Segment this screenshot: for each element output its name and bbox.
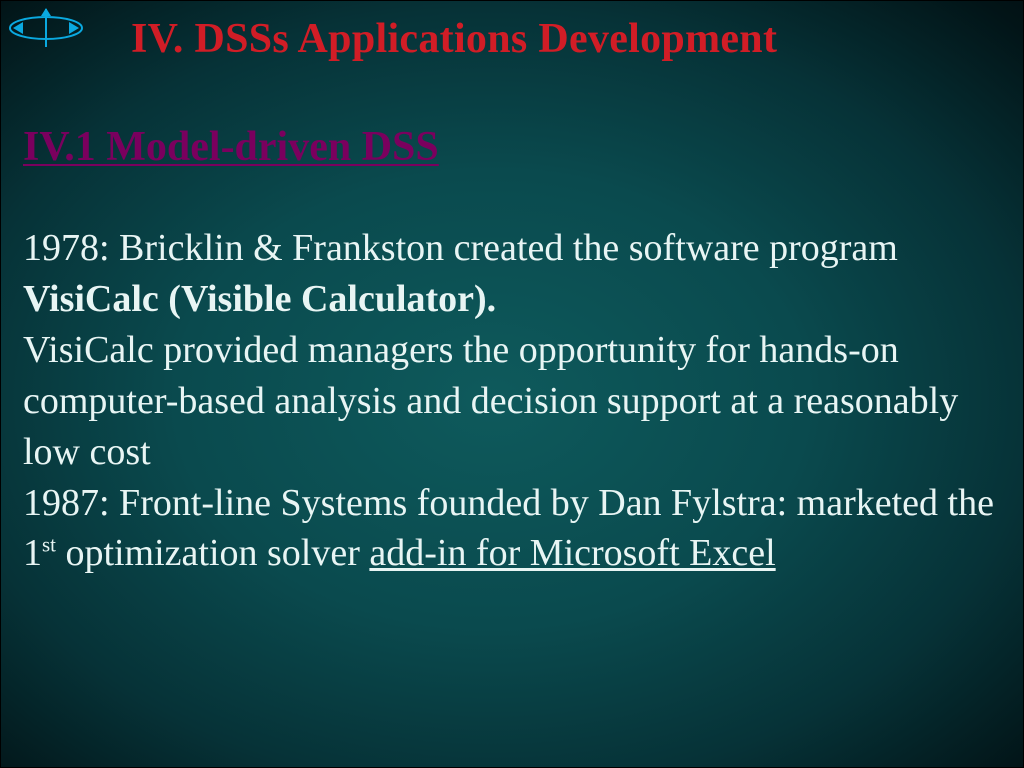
slide: IV. DSSs Applications Development IV.1 M… xyxy=(0,0,1024,768)
logo-icon xyxy=(7,7,85,49)
body-p3-mid: optimization solver xyxy=(56,532,369,574)
body-text: 1978: Bricklin & Frankston created the s… xyxy=(23,223,1003,579)
slide-title: IV. DSSs Applications Development xyxy=(131,15,1001,63)
body-p1-bold: VisiCalc (Visible Calculator). xyxy=(23,278,496,320)
slide-subtitle: IV.1 Model-driven DSS xyxy=(23,123,439,171)
body-p2: VisiCalc provided managers the opportuni… xyxy=(23,329,958,473)
body-p1-pre: 1978: Bricklin & Frankston created the s… xyxy=(23,227,898,269)
body-p3-underline: add-in for Microsoft Excel xyxy=(369,532,775,574)
body-p3-ordinal: st xyxy=(42,533,56,557)
